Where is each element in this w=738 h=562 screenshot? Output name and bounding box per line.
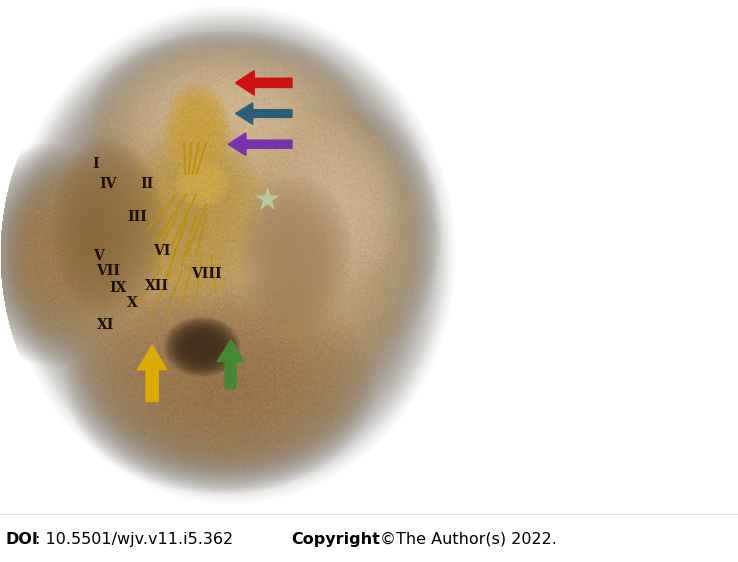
Text: X: X <box>127 296 138 310</box>
FancyArrow shape <box>235 103 292 124</box>
Text: : 10.5501/wjv.v11.i5.362: : 10.5501/wjv.v11.i5.362 <box>35 532 233 547</box>
FancyArrow shape <box>217 340 244 389</box>
FancyArrow shape <box>137 345 167 401</box>
Text: VI: VI <box>154 243 170 257</box>
Text: ©The Author(s) 2022.: ©The Author(s) 2022. <box>380 532 557 547</box>
Text: II: II <box>141 177 154 191</box>
Text: I: I <box>92 157 99 171</box>
Text: DOI: DOI <box>6 532 39 547</box>
Text: Copyright: Copyright <box>292 532 380 547</box>
Point <box>261 195 273 204</box>
Text: XII: XII <box>145 279 169 293</box>
FancyArrow shape <box>228 133 292 156</box>
Text: XI: XI <box>97 318 114 332</box>
Text: VIII: VIII <box>191 266 221 280</box>
FancyArrow shape <box>235 71 292 95</box>
Text: V: V <box>93 249 103 262</box>
Text: VII: VII <box>96 264 120 278</box>
Text: IX: IX <box>109 281 126 295</box>
Text: III: III <box>128 210 148 224</box>
Text: IV: IV <box>100 177 117 191</box>
